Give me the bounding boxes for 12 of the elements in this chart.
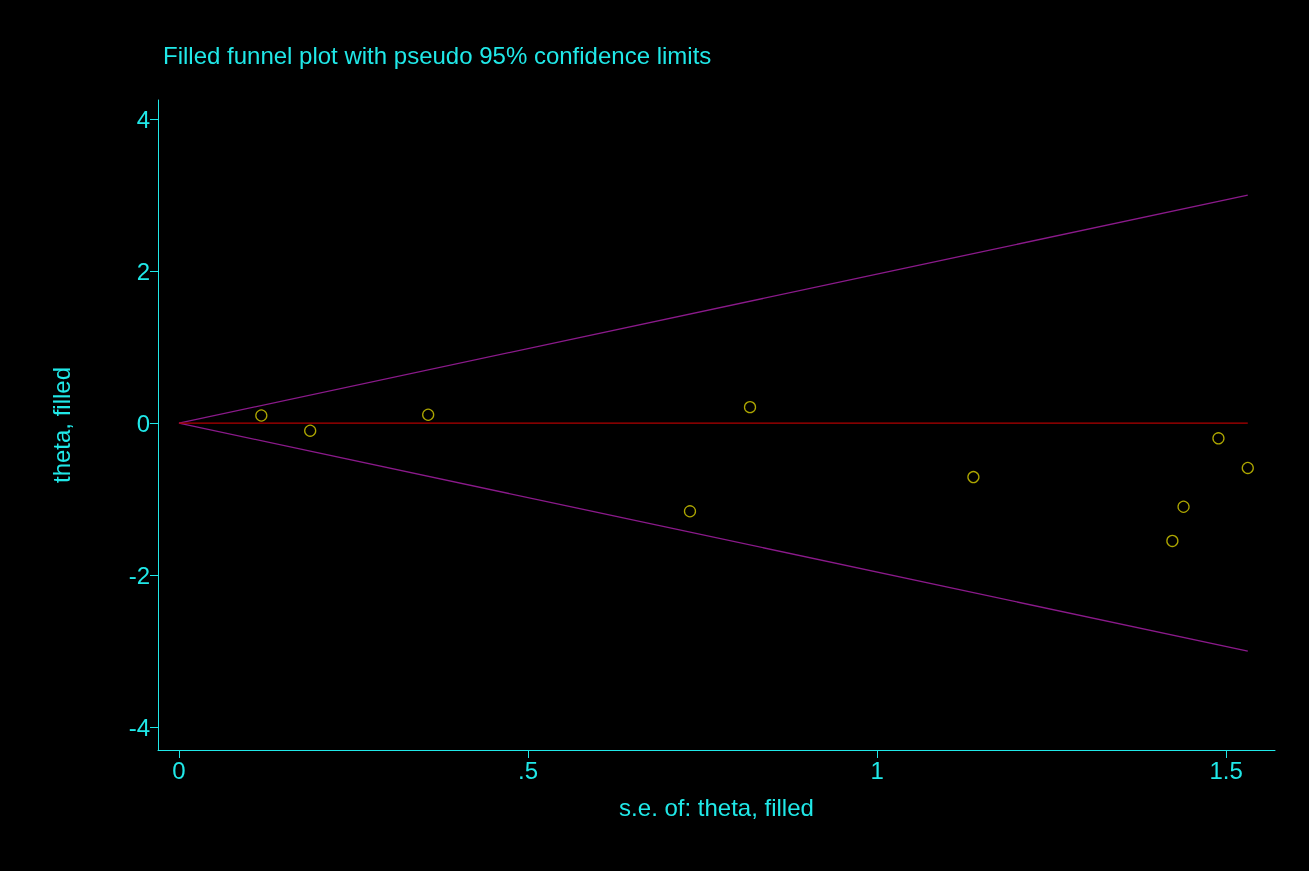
x-tick-label: 1 (870, 756, 884, 784)
x-tick-label: 0 (172, 756, 186, 784)
y-tick-label: -4 (128, 713, 150, 741)
x-axis-title: s.e. of: theta, filled (619, 793, 814, 821)
y-tick-label: 2 (136, 257, 150, 285)
x-tick-label: .5 (518, 756, 539, 784)
chart-title: Filled funnel plot with pseudo 95% confidence limits (163, 41, 712, 69)
y-tick-label: 0 (136, 409, 150, 437)
y-tick-label: -2 (128, 561, 150, 589)
y-tick-label: 4 (136, 105, 150, 133)
y-axis-title: theta, filled (47, 366, 75, 484)
x-tick-label: 1.5 (1209, 756, 1243, 784)
